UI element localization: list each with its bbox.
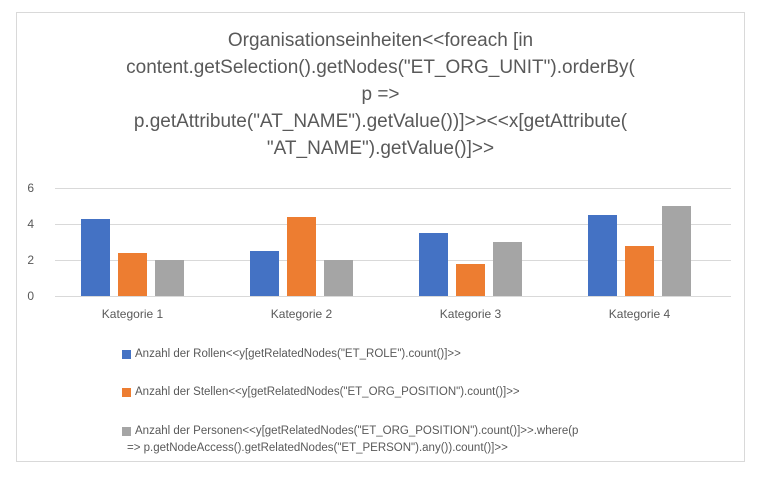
bar-series3-cat1[interactable] [155, 260, 184, 296]
legend-label: Anzahl der Personen<<y[getRelatedNodes("… [127, 423, 579, 457]
y-axis-tick-label: 6 [27, 181, 34, 195]
legend-label-line: => p.getNodeAccess().getRelatedNodes("ET… [127, 442, 508, 454]
bar-series1-cat1[interactable] [81, 219, 110, 296]
legend-label: Anzahl der Rollen<<y[getRelatedNodes("ET… [135, 346, 461, 363]
chart-title-line: Organisationseinheiten<<foreach [in [227, 30, 534, 51]
bar-series1-cat2[interactable] [250, 251, 279, 296]
y-axis-tick-label: 4 [27, 217, 34, 231]
bar-series1-cat4[interactable] [588, 215, 617, 296]
legend-marker-icon [122, 427, 131, 436]
y-axis-tick-label: 0 [27, 289, 34, 303]
legend-label-line: Anzahl der Rollen<<y[getRelatedNodes("ET… [135, 348, 461, 360]
bar-series3-cat2[interactable] [324, 260, 353, 296]
bar-series2-cat2[interactable] [287, 217, 316, 296]
legend-entry-series3[interactable]: Anzahl der Personen<<y[getRelatedNodes("… [122, 423, 578, 457]
chart-title[interactable]: Organisationseinheiten<<foreach [in conte… [17, 27, 744, 162]
category-label: Kategorie 4 [608, 307, 671, 321]
chart-title-line: content.getSelection().getNodes("ET_ORG_… [126, 57, 635, 78]
category-label: Kategorie 2 [270, 307, 333, 321]
bar-series2-cat3[interactable] [456, 264, 485, 296]
legend-marker-icon [122, 350, 131, 359]
legend-entry-series1[interactable]: Anzahl der Rollen<<y[getRelatedNodes("ET… [122, 346, 461, 363]
legend-entry-series2[interactable]: Anzahl der Stellen<<y[getRelatedNodes("E… [122, 384, 520, 401]
y-axis-tick-label: 2 [27, 253, 34, 267]
chart-title-line: "AT_NAME").getValue()]>> [266, 138, 495, 159]
gridline [55, 260, 731, 261]
gridline [55, 296, 731, 297]
bar-series3-cat3[interactable] [493, 242, 522, 296]
bar-series2-cat4[interactable] [625, 246, 654, 296]
gridline [55, 188, 731, 189]
gridline [55, 224, 731, 225]
category-label: Kategorie 3 [439, 307, 502, 321]
chart-title-line: p => [361, 84, 400, 105]
bar-series3-cat4[interactable] [662, 206, 691, 296]
chart-title-line: p.getAttribute("AT_NAME").getValue())]>>… [133, 111, 628, 132]
chart-frame[interactable]: Organisationseinheiten<<foreach [in conte… [16, 12, 745, 462]
bar-series1-cat3[interactable] [419, 233, 448, 296]
bar-series2-cat1[interactable] [118, 253, 147, 296]
legend-label-line: Anzahl der Stellen<<y[getRelatedNodes("E… [135, 386, 520, 398]
category-label: Kategorie 1 [101, 307, 164, 321]
legend-label-line: Anzahl der Personen<<y[getRelatedNodes("… [135, 425, 579, 437]
legend-label: Anzahl der Stellen<<y[getRelatedNodes("E… [135, 384, 520, 401]
legend-marker-icon [122, 388, 131, 397]
